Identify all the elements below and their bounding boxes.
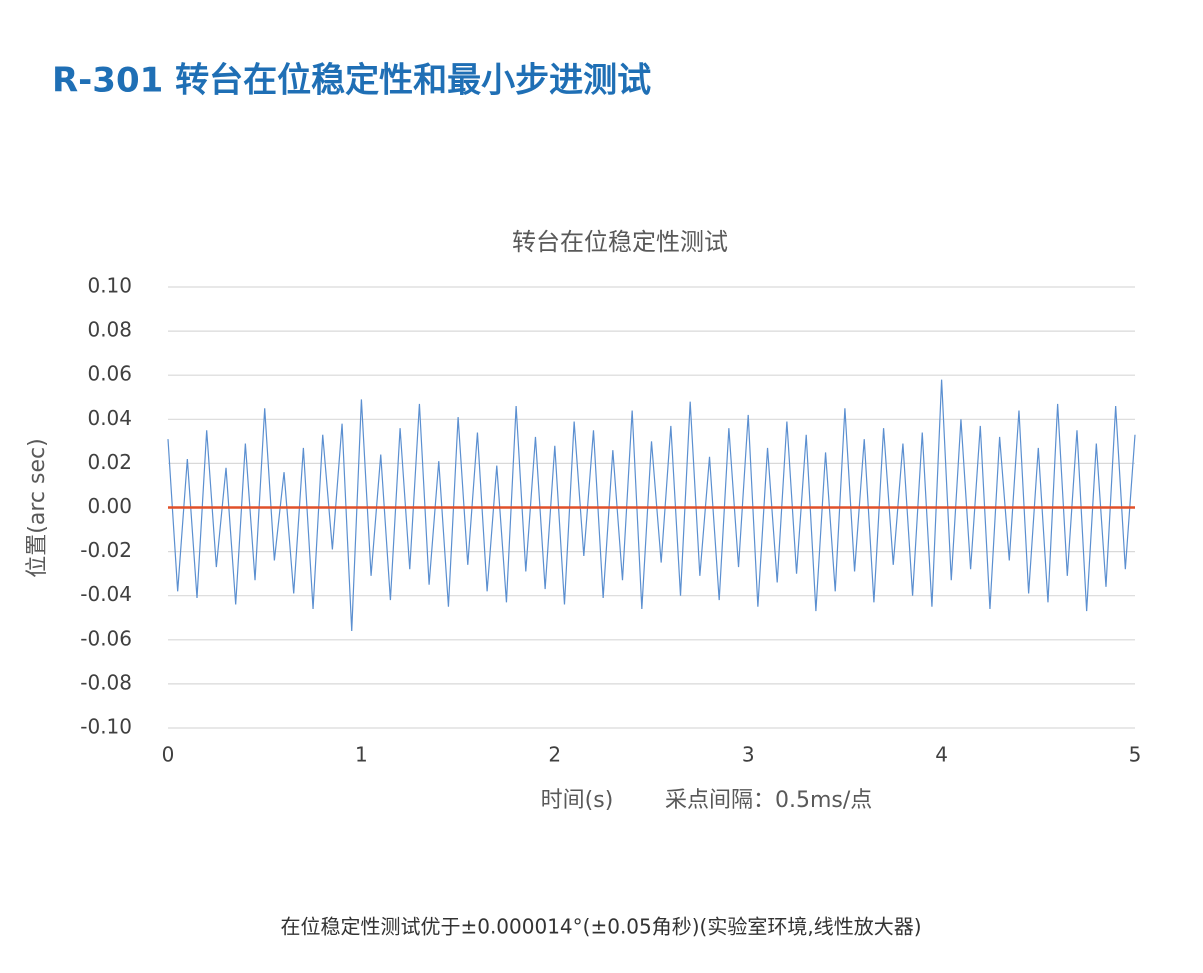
x-tick-label: 4 (935, 743, 948, 767)
y-tick-label: -0.06 (80, 626, 132, 650)
x-tick-label: 3 (742, 743, 755, 767)
heading: R-301 转台在位稳定性和最小步进测试 (52, 61, 651, 101)
caption: 在位稳定性测试优于±0.000014°(±0.05角秒)(实验室环境,线性放大器… (280, 915, 921, 939)
y-tick-label: 0.06 (87, 362, 132, 386)
y-tick-label: 0.00 (87, 494, 132, 518)
x-axis-label: 时间(s) (541, 788, 614, 813)
y-tick-label: 0.08 (87, 318, 132, 342)
x-tick-label: 1 (355, 743, 368, 767)
y-tick-label: -0.04 (80, 582, 132, 606)
x-tick-label: 2 (548, 743, 561, 767)
x-tick-label: 5 (1129, 743, 1142, 767)
y-tick-label: -0.08 (80, 670, 132, 694)
chart-title: 转台在位稳定性测试 (512, 228, 728, 256)
y-tick-label: 0.04 (87, 406, 132, 430)
y-axis-label: 位置(arc sec) (25, 438, 50, 577)
y-tick-label: -0.10 (80, 715, 132, 739)
y-tick-label: 0.10 (87, 274, 132, 298)
annotation: 采点间隔：0.5ms/点 (665, 788, 872, 813)
series-line (167, 379, 1136, 632)
y-tick-label: 0.02 (87, 450, 132, 474)
y-tick-label: -0.02 (80, 538, 132, 562)
x-tick-label: 0 (162, 743, 175, 767)
